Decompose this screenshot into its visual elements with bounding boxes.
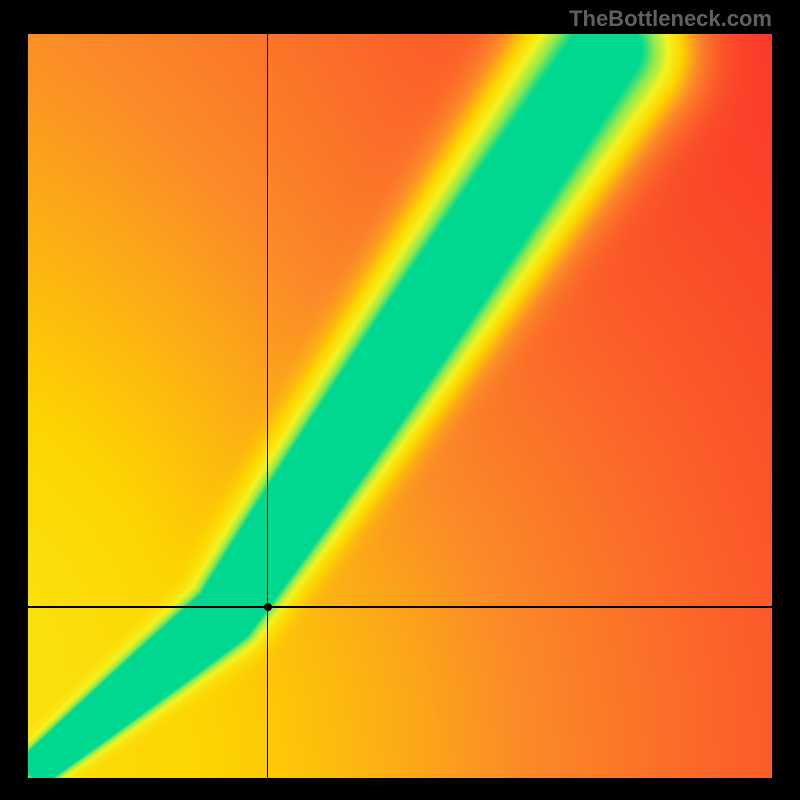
marker-dot <box>264 603 272 611</box>
crosshair-vertical <box>267 34 269 778</box>
plot-area <box>28 34 772 778</box>
watermark: TheBottleneck.com <box>569 6 772 32</box>
crosshair-horizontal <box>28 606 772 608</box>
heatmap-canvas <box>28 34 772 778</box>
